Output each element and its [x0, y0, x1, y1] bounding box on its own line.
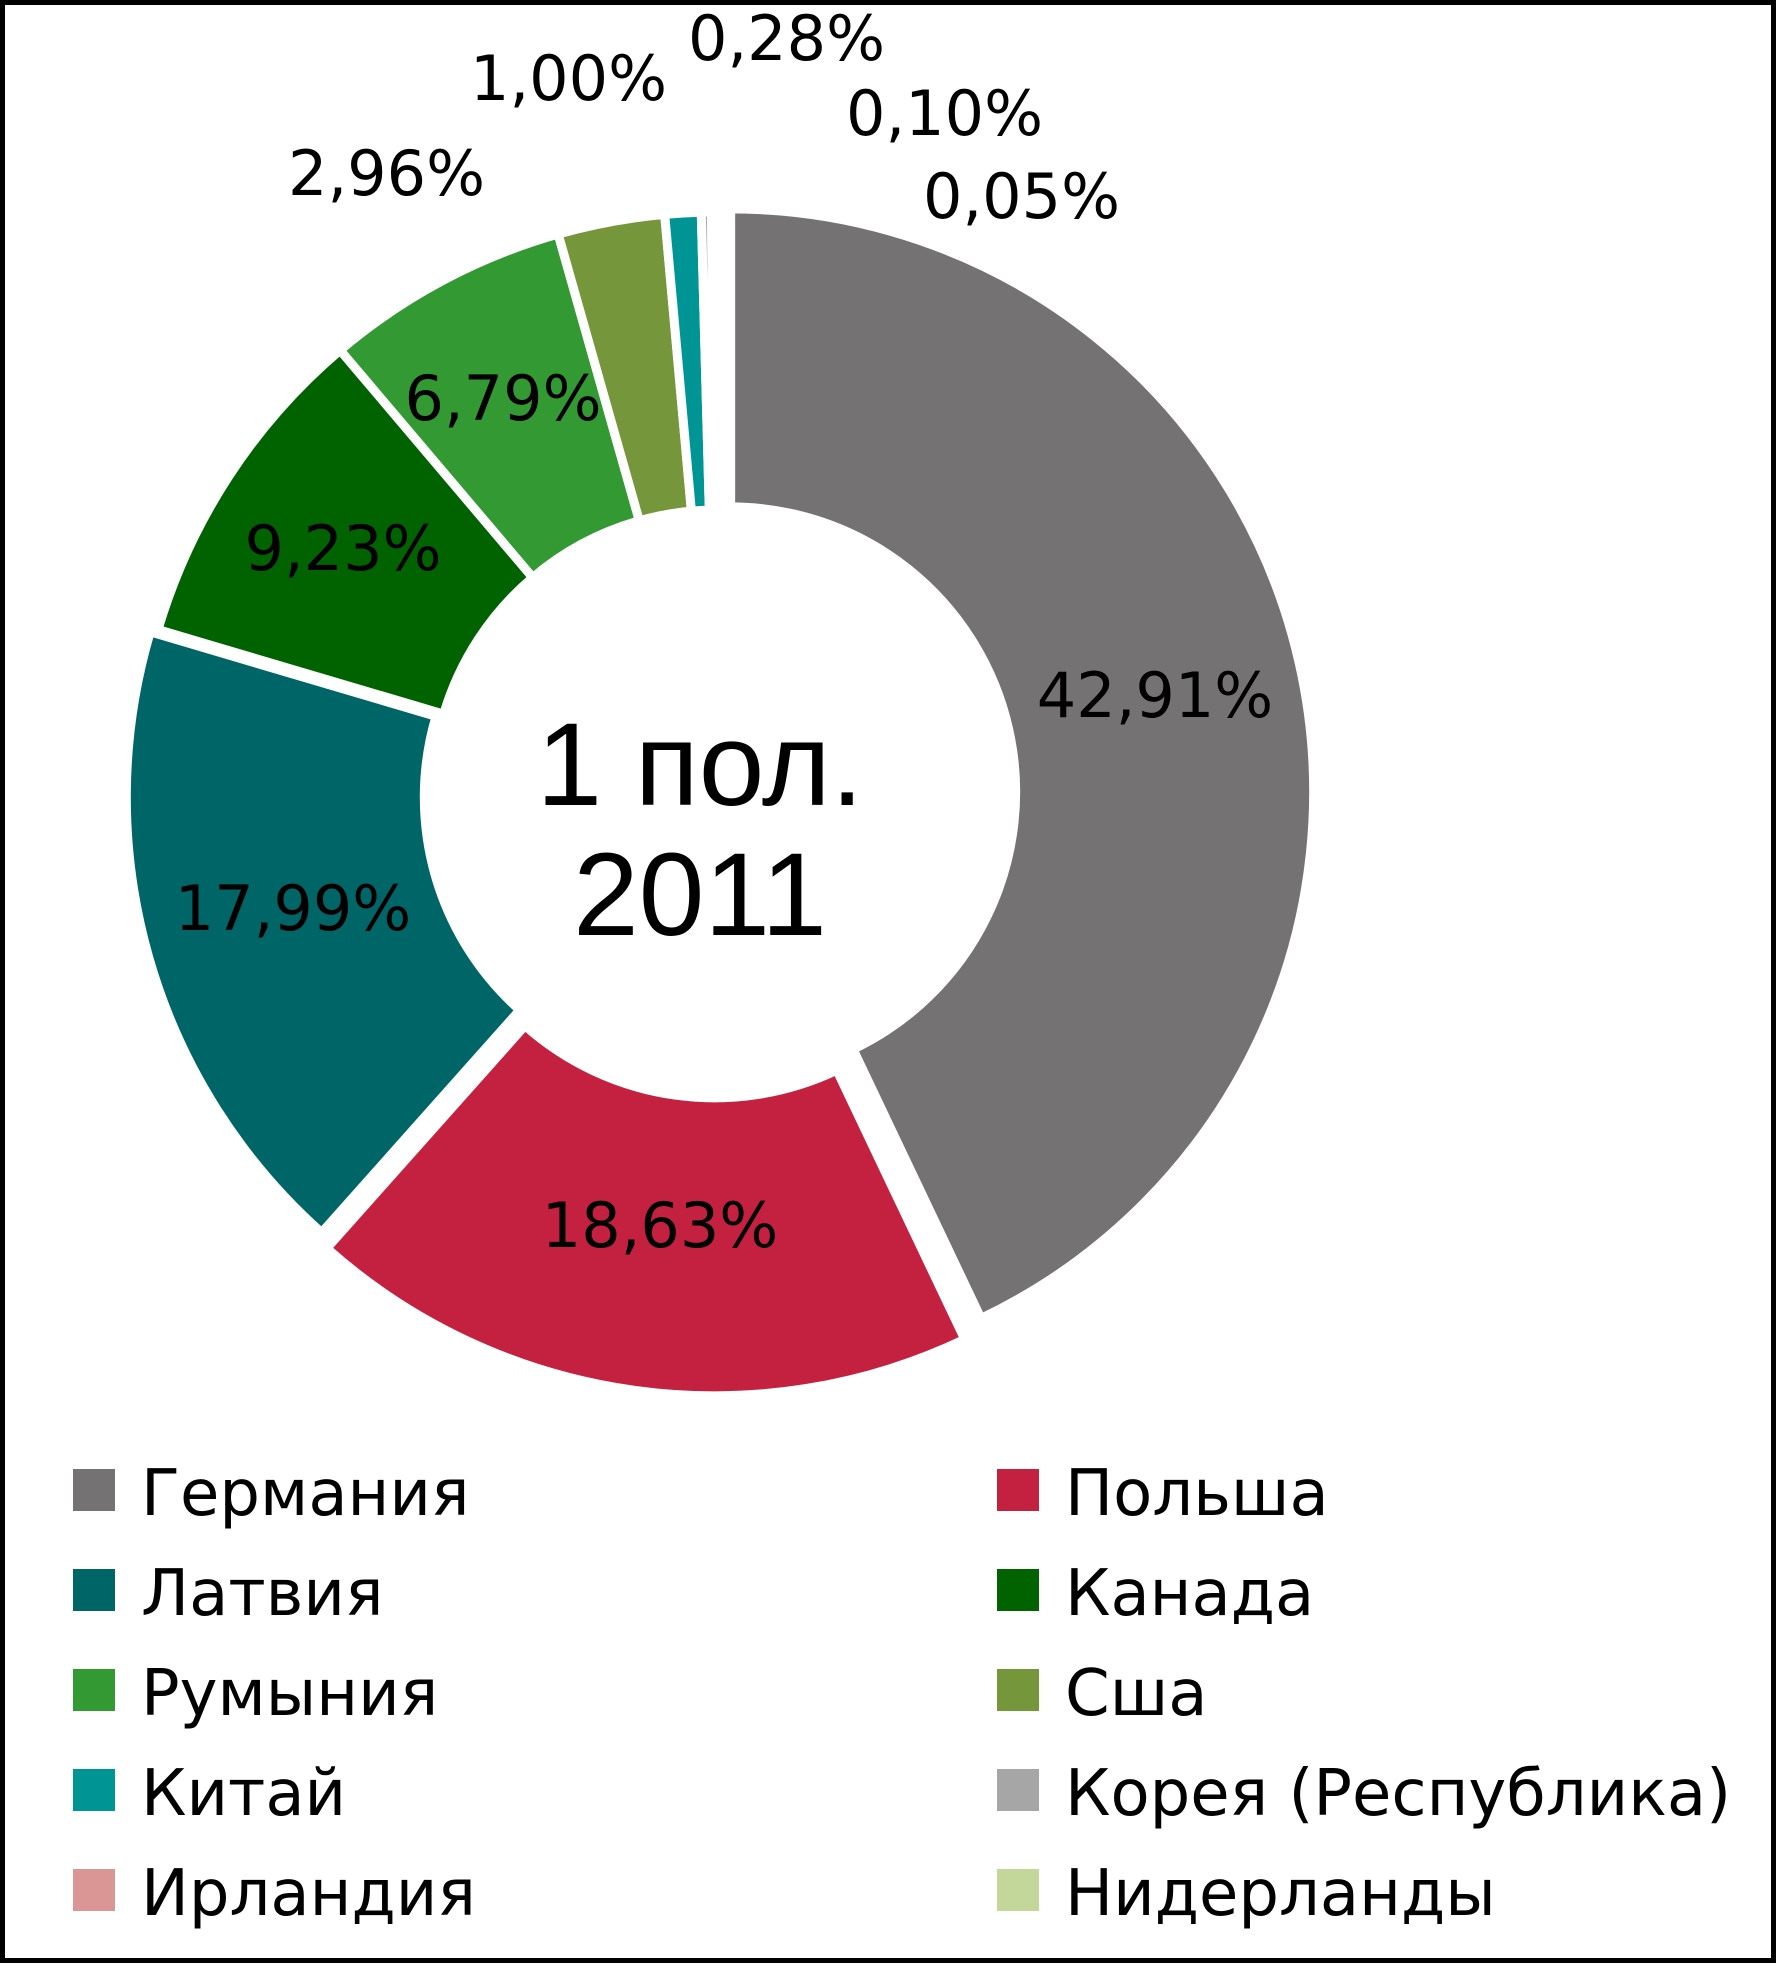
donut-slices — [121, 204, 1319, 1401]
data-label-romania: 6,79% — [405, 362, 602, 435]
legend-swatch-poland — [997, 1469, 1039, 1511]
legend-label-ireland: Ирландия — [141, 1857, 476, 1931]
legend-item-ireland: Ирландия — [73, 1857, 476, 1931]
data-label-korea: 0,28% — [688, 5, 885, 75]
legend-swatch-canada — [997, 1569, 1039, 1611]
legend-item-china: Китай — [73, 1757, 346, 1831]
legend-item-poland: Польша — [997, 1457, 1329, 1531]
data-label-canada: 9,23% — [245, 512, 442, 585]
legend-item-netherlands: Нидерланды — [997, 1857, 1496, 1931]
legend-swatch-netherlands — [997, 1869, 1039, 1911]
legend-swatch-usa — [997, 1669, 1039, 1711]
legend-swatch-latvia — [73, 1569, 115, 1611]
slice-canada — [152, 343, 540, 720]
center-label: 1 пол. 2011 — [537, 699, 864, 961]
legend-label-poland: Польша — [1065, 1457, 1329, 1531]
legend-label-usa: Сша — [1065, 1657, 1207, 1731]
legend-label-korea: Корея (Республика) — [1065, 1757, 1731, 1831]
legend: Германия Польша Латвия Канада Румыния Сша Кита… — [73, 1457, 1731, 1931]
slice-poland — [320, 1019, 971, 1401]
slice-germany — [726, 204, 1319, 1325]
legend-item-latvia: Латвия — [73, 1557, 383, 1631]
data-label-usa: 2,96% — [288, 137, 485, 210]
legend-label-latvia: Латвия — [141, 1557, 383, 1631]
slice-netherlands — [710, 207, 722, 515]
legend-item-usa: Сша — [997, 1657, 1207, 1731]
legend-swatch-romania — [73, 1669, 115, 1711]
data-label-china: 1,00% — [470, 42, 667, 115]
center-label-line-1: 1 пол. — [537, 699, 864, 831]
data-label-ireland: 0,10% — [846, 77, 1043, 150]
slice-latvia — [121, 626, 527, 1239]
legend-label-canada: Канада — [1065, 1557, 1314, 1631]
center-label-line-2: 2011 — [573, 829, 827, 961]
data-label-latvia: 17,99% — [175, 872, 411, 945]
data-labels: 42,91% 18,63% 17,99% 9,23% 6,79% 2,96% 1,00% 0,… — [175, 5, 1273, 1262]
legend-label-netherlands: Нидерланды — [1065, 1857, 1496, 1931]
legend-item-romania: Румыния — [73, 1657, 438, 1731]
legend-swatch-ireland — [73, 1869, 115, 1911]
legend-label-romania: Румыния — [141, 1657, 438, 1731]
legend-swatch-korea — [997, 1769, 1039, 1811]
legend-label-germany: Германия — [141, 1457, 469, 1531]
legend-item-germany: Германия — [73, 1457, 469, 1531]
legend-swatch-china — [73, 1769, 115, 1811]
data-label-netherlands: 0,05% — [923, 160, 1120, 233]
data-label-poland: 18,63% — [542, 1189, 778, 1262]
data-label-germany: 42,91% — [1037, 659, 1273, 732]
donut-chart: 42,91% 18,63% 17,99% 9,23% 6,79% 2,96% 1,00% 0,… — [73, 5, 1731, 1931]
legend-swatch-germany — [73, 1469, 115, 1511]
legend-item-canada: Канада — [997, 1557, 1314, 1631]
legend-item-korea: Корея (Республика) — [997, 1757, 1731, 1831]
legend-label-china: Китай — [141, 1757, 346, 1831]
